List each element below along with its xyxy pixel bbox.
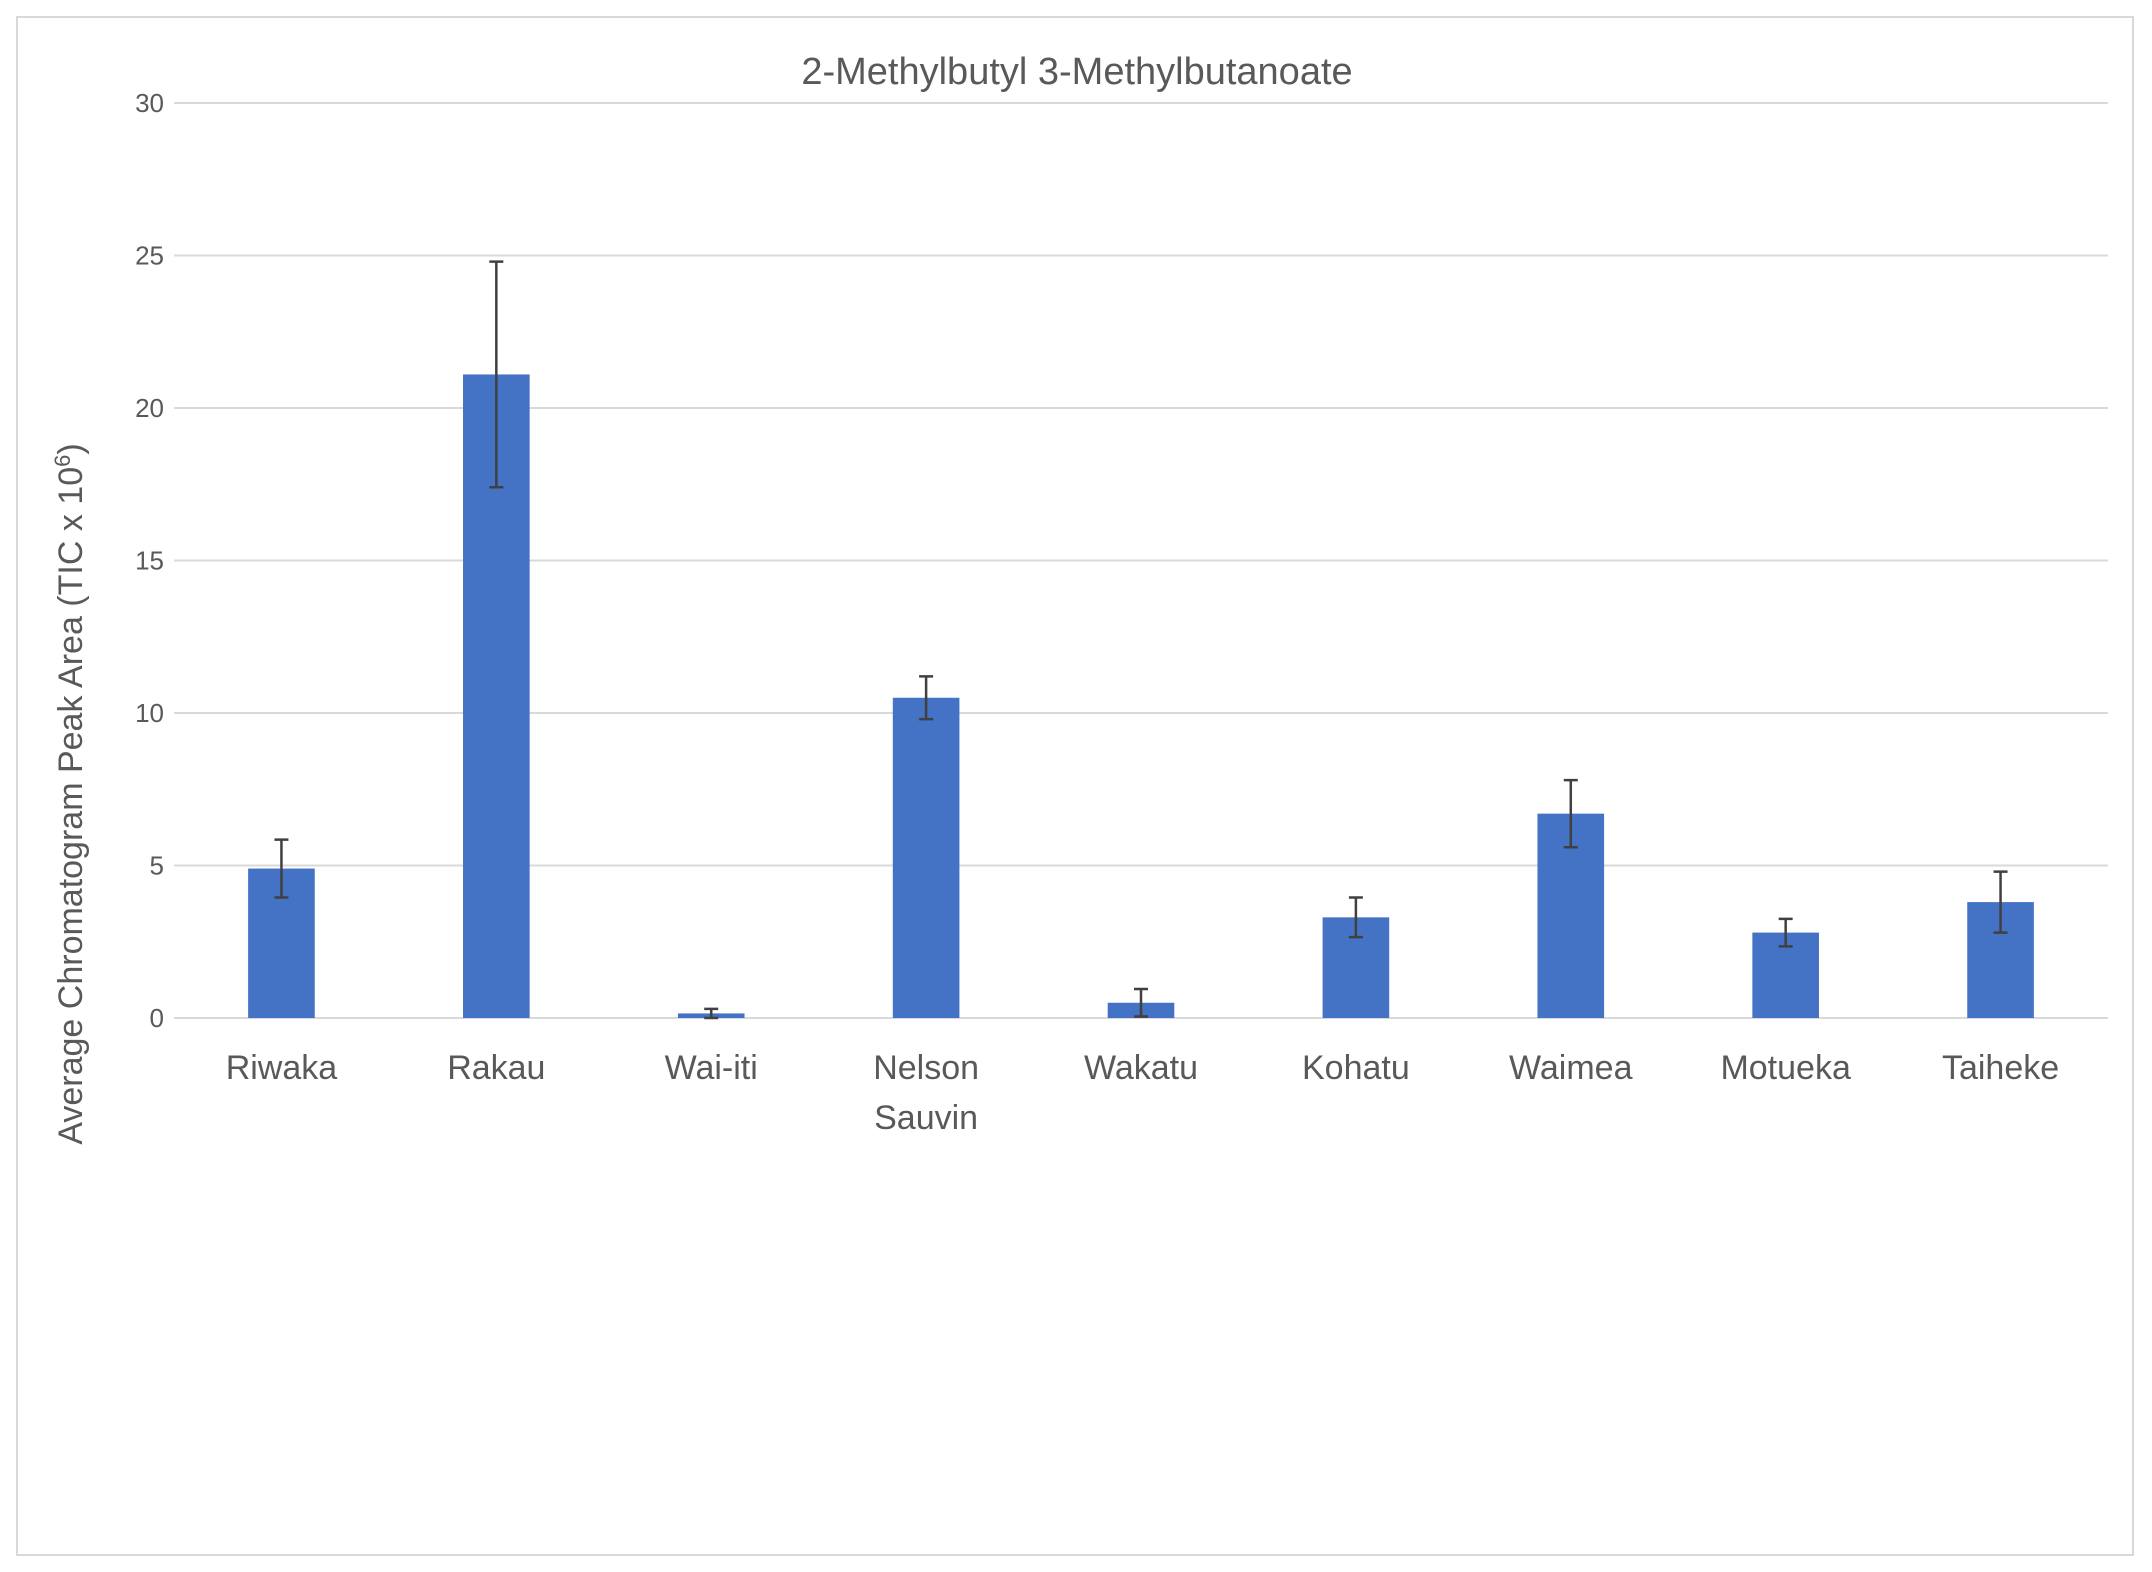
- chart-title: 2-Methylbutyl 3-Methylbutanoate: [801, 51, 1352, 93]
- error-bar: [274, 838, 289, 899]
- error-bar: [704, 1007, 719, 1020]
- x-tick-label: Kohatu: [1302, 1049, 1410, 1087]
- error-bars: [274, 260, 2008, 1020]
- x-tick-label: Riwaka: [226, 1049, 338, 1087]
- x-tick-labels: Riwaka Rakau Wai-iti Nelson Sauvin Wakatu Koha…: [226, 1049, 2059, 1137]
- y-tick-label: 0: [150, 1003, 164, 1033]
- chart-frame: 2-Methylbutyl 3-Methylbutanoate Average …: [16, 16, 2134, 1556]
- bar-chart: 2-Methylbutyl 3-Methylbutanoate Average …: [50, 51, 2108, 1145]
- error-bar: [489, 260, 504, 489]
- error-bar: [1348, 896, 1363, 939]
- y-tick-label: 25: [135, 241, 164, 271]
- error-bar: [919, 675, 934, 721]
- y-tick-label: 10: [135, 698, 164, 728]
- y-axis-label: Average Chromatogram Peak Area (TIC x 10…: [50, 443, 90, 1144]
- y-axis-label-main: Average Chromatogram Peak Area (TIC x 10: [52, 467, 90, 1145]
- error-bar: [1563, 778, 1578, 849]
- x-tick-label: Wakatu: [1084, 1049, 1198, 1087]
- x-tick-label: Taiheke: [1942, 1049, 2059, 1087]
- bars: [248, 374, 2034, 1018]
- x-tick-label: Rakau: [447, 1049, 545, 1087]
- error-bar: [1134, 987, 1148, 1018]
- x-tick-label: Wai-iti: [665, 1049, 758, 1087]
- y-tick-labels: 0 5 10 15 20 25 30: [135, 88, 164, 1033]
- x-tick-label: Waimea: [1509, 1049, 1633, 1087]
- error-bar: [1993, 870, 2008, 934]
- y-tick-label: 30: [135, 88, 164, 118]
- x-tick-label: Nelson Sauvin: [873, 1049, 979, 1137]
- y-tick-label: 15: [135, 546, 164, 576]
- y-axis-label-suffix: ): [52, 443, 90, 454]
- y-axis-label-superscript: 6: [50, 455, 75, 467]
- error-bar: [1778, 917, 1793, 948]
- bar: [892, 697, 960, 1018]
- y-tick-label: 5: [150, 851, 164, 881]
- x-tick-label: Motueka: [1720, 1049, 1850, 1087]
- y-tick-label: 20: [135, 393, 164, 423]
